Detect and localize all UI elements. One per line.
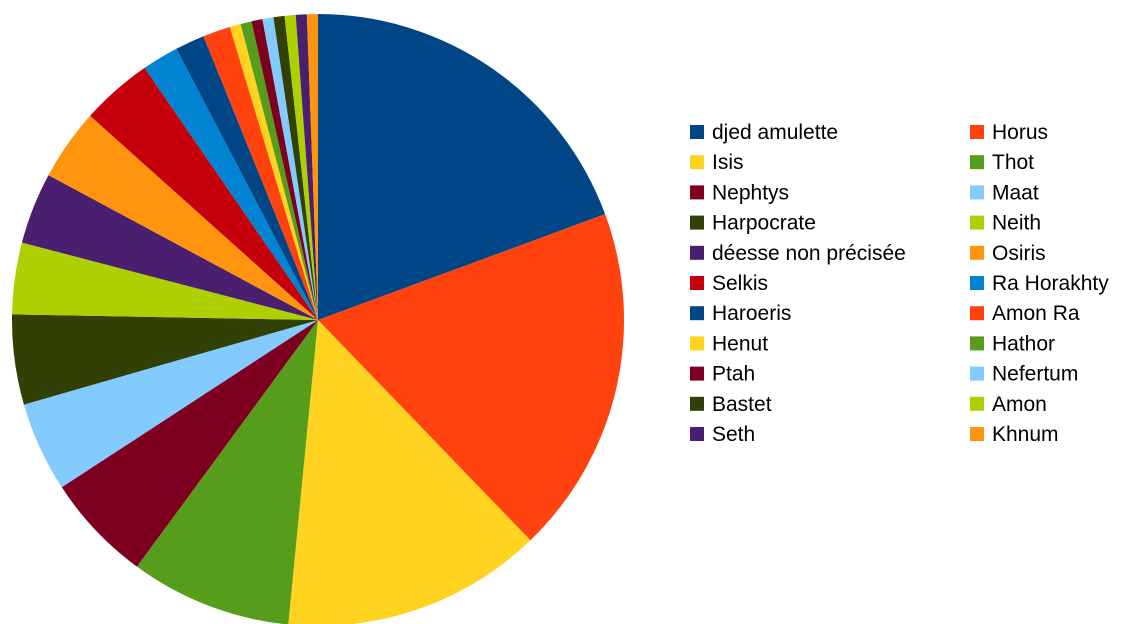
pie-slice-harpocrate [12, 314, 318, 405]
legend-entry-nephtys: Nephtys [690, 181, 789, 204]
legend-entry-selkis: Selkis [690, 272, 768, 295]
legend-swatch-djed-amulette [690, 125, 704, 139]
pie-slice-henut [229, 23, 318, 321]
legend-swatch-isis [690, 155, 704, 170]
legend-swatch-bastet [690, 396, 704, 411]
pie-slice-ptah [251, 19, 318, 321]
pie-slice-osiris [48, 115, 319, 320]
legend-entry-amon: Amon [970, 393, 1047, 416]
legend-swatch-d-esse-non-pr-cis-e [690, 245, 704, 260]
legend-swatch-seth [690, 427, 704, 441]
legend-swatch-khnum [970, 427, 984, 441]
legend-entry-ptah: Ptah [690, 363, 755, 386]
pie-slice-bastet [273, 15, 318, 321]
pie-slice-neith [12, 242, 318, 320]
legend-label-d-esse-non-pr-cis-e: déesse non précisée [712, 242, 906, 265]
pie-slice-khnum [306, 14, 318, 320]
legend-entry-maat: Maat [970, 181, 1039, 204]
legend-label-nefertum: Nefertum [992, 363, 1078, 386]
legend-swatch-amon-ra [970, 306, 984, 321]
legend-label-henut: Henut [712, 332, 768, 355]
legend-swatch-harpocrate [690, 215, 704, 230]
legend-label-nephtys: Nephtys [712, 181, 789, 204]
pie-slice-amon [284, 14, 318, 321]
legend-entry-ra-horakhty: Ra Horakhty [970, 272, 1109, 295]
legend-entry-khnum: Khnum [970, 423, 1059, 446]
legend-swatch-osiris [970, 245, 984, 260]
legend-label-osiris: Osiris [992, 242, 1046, 265]
legend-label-horus: Horus [992, 121, 1048, 144]
legend-label-maat: Maat [992, 181, 1039, 204]
legend-label-neith: Neith [992, 212, 1041, 235]
pie-slice-hathor [240, 21, 318, 321]
legend-swatch-amon [970, 396, 984, 411]
legend-label-ra-horakhty: Ra Horakhty [992, 272, 1109, 295]
legend-entry-harpocrate: Harpocrate [690, 212, 816, 235]
legend-entry-seth: Seth [690, 423, 755, 446]
legend-swatch-ptah [690, 366, 704, 381]
legend-label-bastet: Bastet [712, 393, 772, 416]
legend-entry-amon-ra: Amon Ra [970, 302, 1080, 325]
legend-label-amon: Amon [992, 393, 1047, 416]
pie-slice-horus [318, 214, 624, 541]
legend-entry-horus: Horus [970, 121, 1048, 144]
pie-slice-nefertum [262, 17, 318, 321]
pie-slice-d-esse-non-pr-cis-e [21, 175, 319, 320]
legend-label-thot: Thot [992, 151, 1034, 174]
legend-label-djed-amulette: djed amulette [712, 121, 838, 144]
legend-swatch-maat [970, 185, 984, 200]
pie-slice-seth [295, 14, 318, 320]
legend-swatch-henut [690, 336, 704, 351]
pie-slice-selkis [90, 67, 319, 320]
legend-label-seth: Seth [712, 423, 755, 446]
legend-entry-bastet: Bastet [690, 393, 772, 416]
legend-label-ptah: Ptah [712, 363, 755, 386]
legend-entry-thot: Thot [970, 151, 1034, 174]
legend-swatch-selkis [690, 276, 704, 290]
legend-swatch-neith [970, 215, 984, 230]
legend-entry-nefertum: Nefertum [970, 363, 1078, 386]
legend-label-isis: Isis [712, 151, 744, 174]
legend-label-hathor: Hathor [992, 332, 1055, 355]
legend-swatch-hathor [970, 336, 984, 351]
legend-entry-haroeris: Haroeris [690, 302, 791, 325]
legend-label-haroeris: Haroeris [712, 302, 791, 325]
legend: djed amulette Horus Isis Thot Nephtys Maat Har… [690, 121, 1109, 446]
pie-slice-haroeris [176, 36, 318, 321]
legend-label-selkis: Selkis [712, 272, 768, 295]
legend-entry-neith: Neith [970, 212, 1041, 235]
legend-entry-isis: Isis [690, 151, 744, 174]
pie-slice-isis [288, 320, 531, 624]
pie-slice-maat [23, 320, 319, 488]
pie-slice-djed-amulette [318, 14, 606, 320]
pie-slice-ra-horakhty [144, 48, 318, 320]
legend-entry-djed-amulette: djed amulette [690, 121, 838, 144]
pie-slice-nephtys [61, 320, 319, 567]
legend-label-harpocrate: Harpocrate [712, 212, 816, 235]
legend-label-amon-ra: Amon Ra [992, 302, 1080, 325]
legend-swatch-nefertum [970, 366, 984, 381]
legend-swatch-haroeris [690, 306, 704, 321]
legend-entry-d-esse-non-pr-cis-e: déesse non précisée [690, 242, 906, 265]
pie-slice-amon-ra [203, 26, 318, 321]
legend-entry-hathor: Hathor [970, 332, 1055, 355]
legend-entry-osiris: Osiris [970, 242, 1046, 265]
legend-label-khnum: Khnum [992, 423, 1059, 446]
legend-swatch-ra-horakhty [970, 276, 984, 290]
legend-entry-henut: Henut [690, 332, 768, 355]
legend-swatch-nephtys [690, 185, 704, 200]
legend-swatch-thot [970, 155, 984, 170]
pie-slices [12, 14, 624, 624]
legend-swatch-horus [970, 125, 984, 139]
pie-slice-thot [136, 320, 318, 624]
